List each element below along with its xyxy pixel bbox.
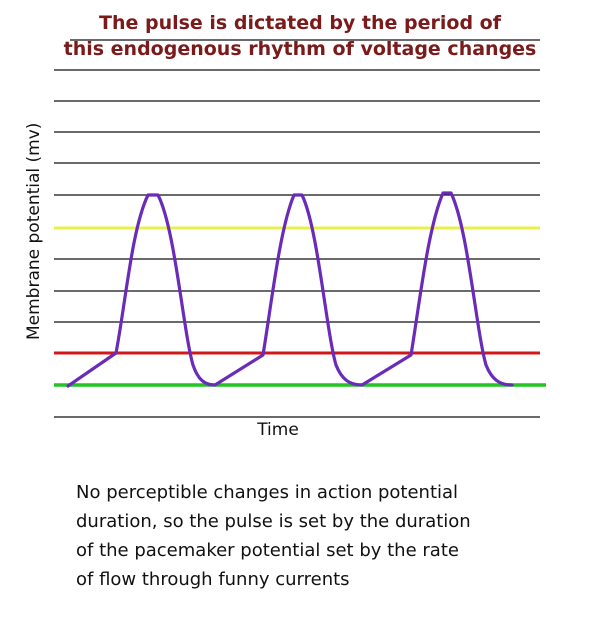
membrane-potential-trace	[66, 191, 514, 388]
caption-line-2: duration, so the pulse is set by the dur…	[76, 511, 471, 532]
ruled-lines	[54, 39, 540, 418]
caption: No perceptible changes in action potenti…	[76, 478, 576, 594]
diagram-title: The pulse is dictated by the period of t…	[40, 10, 560, 62]
title-line-1: The pulse is dictated by the period of	[98, 12, 501, 34]
title-line-2: this endogenous rhythm of voltage change…	[63, 38, 537, 60]
caption-line-4: of flow through funny currents	[76, 569, 350, 590]
x-axis-label: Time	[257, 420, 299, 440]
caption-line-3: of the pacemaker potential set by the ra…	[76, 540, 459, 561]
caption-line-1: No perceptible changes in action potenti…	[76, 482, 459, 503]
